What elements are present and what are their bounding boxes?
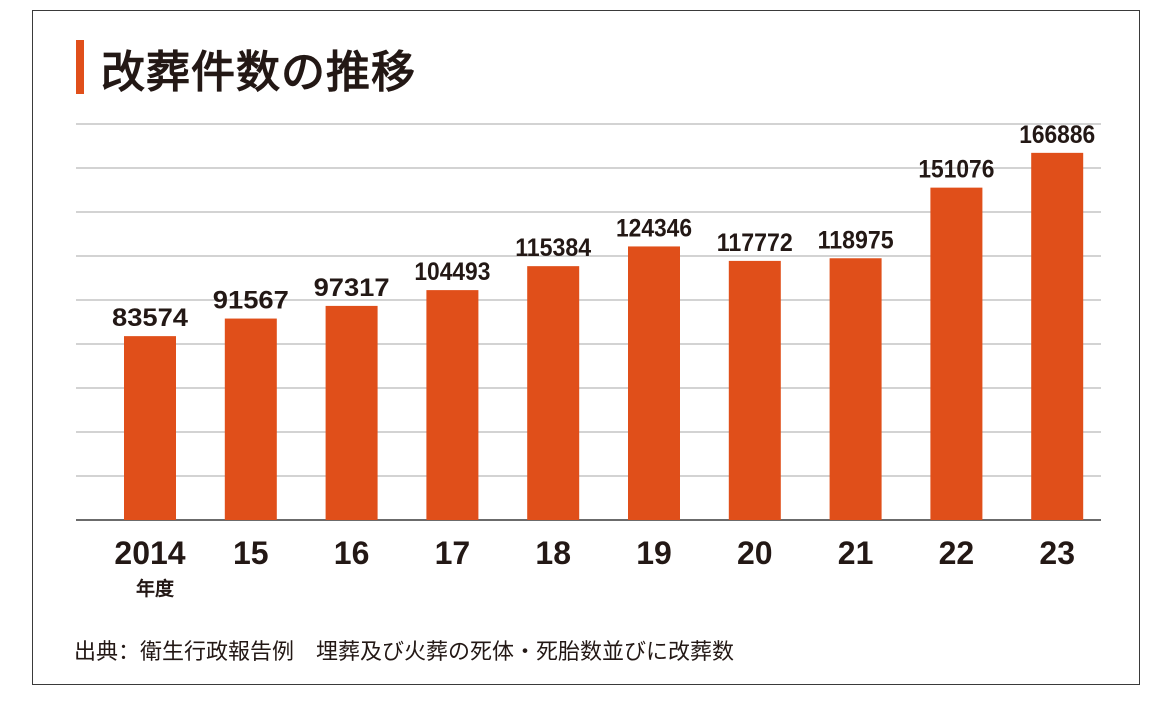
data-label-2014: 83574 bbox=[112, 304, 188, 332]
title-accent-bar bbox=[76, 40, 84, 94]
x-tick-label-17: 17 bbox=[435, 535, 471, 571]
x-tick-labels: 2014 15 16 17 18 19 20 21 22 23 bbox=[114, 535, 1075, 571]
x-tick-label-15: 15 bbox=[233, 535, 269, 571]
source-note: 出典：衛生行政報告例 埋葬及び火葬の死体・死胎数並びに改葬数 bbox=[74, 640, 735, 665]
data-label-20: 117772 bbox=[717, 229, 793, 257]
chart-title: 改葬件数の推移 bbox=[101, 47, 416, 98]
data-labels: 83574 91567 97317 104493 115384 124346 117772 1… bbox=[112, 121, 1095, 332]
bar-2014 bbox=[124, 336, 176, 520]
data-label-19: 124346 bbox=[616, 214, 692, 242]
bar-15 bbox=[224, 318, 277, 520]
data-label-22: 151076 bbox=[918, 156, 994, 184]
bar-20 bbox=[728, 260, 781, 520]
bars bbox=[124, 152, 1084, 521]
x-axis-unit: 年度 bbox=[136, 578, 175, 600]
x-tick-label-18: 18 bbox=[535, 535, 571, 571]
data-label-16: 97317 bbox=[314, 274, 390, 302]
x-tick-label-23: 23 bbox=[1039, 535, 1075, 571]
x-tick-label-16: 16 bbox=[334, 535, 370, 571]
x-tick-label-19: 19 bbox=[636, 535, 672, 571]
bar-21 bbox=[829, 258, 882, 520]
x-tick-label-22: 22 bbox=[939, 535, 975, 571]
data-label-23: 166886 bbox=[1019, 121, 1095, 149]
data-label-17: 104493 bbox=[414, 258, 490, 286]
bar-23 bbox=[1031, 152, 1084, 520]
data-label-21: 118975 bbox=[818, 226, 894, 254]
x-tick-label-2014: 2014 bbox=[114, 535, 185, 571]
bar-17 bbox=[426, 290, 479, 520]
data-label-18: 115384 bbox=[515, 234, 591, 262]
x-tick-label-21: 21 bbox=[838, 535, 874, 571]
x-tick-label-20: 20 bbox=[737, 535, 773, 571]
bar-19 bbox=[628, 246, 680, 521]
bar-18 bbox=[527, 266, 580, 520]
bar-16 bbox=[325, 305, 378, 520]
chart-frame bbox=[32, 10, 1140, 685]
data-label-15: 91567 bbox=[213, 287, 289, 315]
bar-22 bbox=[930, 187, 983, 520]
